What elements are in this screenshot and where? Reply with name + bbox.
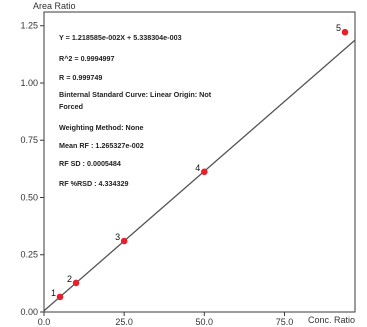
regression-line: [44, 39, 355, 312]
data-point: [201, 168, 208, 176]
data-point: [120, 237, 128, 245]
annotation-line: Weighting Method: None: [59, 123, 144, 132]
annotation-line: R = 0.999749: [59, 73, 102, 82]
annotation-line: RF SD : 0.0005484: [59, 159, 121, 168]
x-axis-title: Conc. Ratio: [308, 315, 355, 325]
data-point-label: 3: [115, 232, 120, 242]
annotation-line: Mean RF : 1.265327e-002: [59, 141, 144, 150]
x-tick-label: 0.0: [38, 317, 51, 327]
y-tick-label: 0.50: [20, 192, 38, 202]
x-tick-label: 75.0: [276, 317, 294, 327]
y-tick-label: 0.00: [20, 307, 38, 317]
data-point-label: 2: [67, 274, 72, 284]
annotation-line: Y = 1.218585e-002X + 5.338304e-003: [59, 33, 182, 42]
plot-frame: [43, 11, 356, 313]
data-point-label: 4: [195, 163, 200, 173]
data-point: [72, 279, 80, 287]
annotation-line: Binternal Standard Curve: Linear Origin:…: [59, 90, 212, 99]
annotation-line: R^2 = 0.9994997: [59, 54, 115, 63]
data-point-label: 1: [51, 288, 56, 298]
y-tick-label: 1.00: [20, 78, 38, 88]
annotation-line: RF %RSD : 4.334329: [59, 179, 129, 188]
y-axis-title: Area Ratio: [33, 1, 76, 11]
x-tick-label: 50.0: [196, 317, 214, 327]
y-tick-label: 0.25: [20, 250, 38, 260]
data-point: [56, 293, 64, 301]
y-tick-label: 0.75: [20, 135, 38, 145]
annotation-line: Forced: [59, 102, 83, 111]
x-tick-label: 25.0: [115, 317, 133, 327]
data-point: [341, 28, 349, 36]
data-point-label: 5: [336, 23, 341, 33]
y-tick-label: 1.25: [20, 21, 38, 31]
